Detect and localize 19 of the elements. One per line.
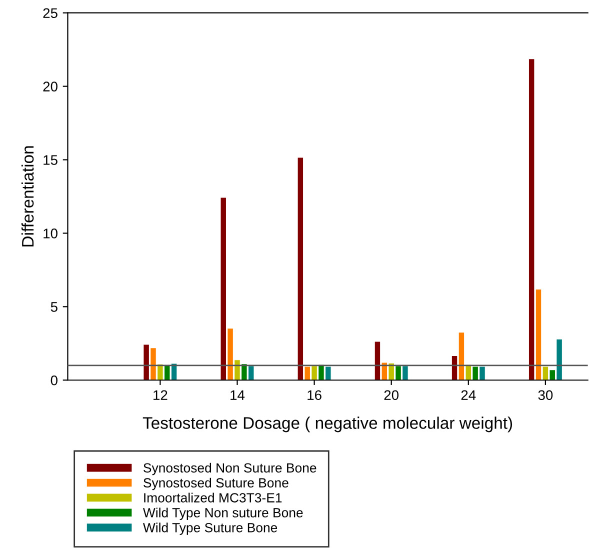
legend-label: Wild Type Non suture Bone bbox=[143, 508, 303, 520]
legend-label: Imoortalized MC3T3-E1 bbox=[144, 492, 282, 502]
x-tick-label: 30 bbox=[538, 390, 553, 400]
y-tick-label: 10 bbox=[44, 228, 58, 238]
legend-label: Synostosed Non Suture Bone bbox=[144, 462, 316, 476]
x-tick-label: 14 bbox=[230, 390, 245, 400]
legend-label: Wild Type Suture Bone bbox=[143, 522, 278, 535]
y-tick-label: 20 bbox=[43, 82, 58, 92]
x-tick-label: 16 bbox=[308, 390, 322, 400]
y-tick-label: 15 bbox=[44, 155, 58, 165]
x-tick-label: 20 bbox=[384, 390, 399, 400]
y-tick-label: 5 bbox=[50, 302, 58, 312]
x-tick-label: 12 bbox=[154, 390, 168, 400]
y-tick-label: 25 bbox=[43, 8, 58, 18]
y-axis-title: Differentiation bbox=[21, 146, 34, 246]
x-axis-title: Testosterone Dosage ( negative molecular weight) bbox=[142, 416, 512, 432]
y-tick-label: 0 bbox=[50, 375, 58, 386]
legend-label: Synostosed Suture Bone bbox=[144, 478, 288, 490]
x-tick-label: 24 bbox=[461, 390, 476, 400]
